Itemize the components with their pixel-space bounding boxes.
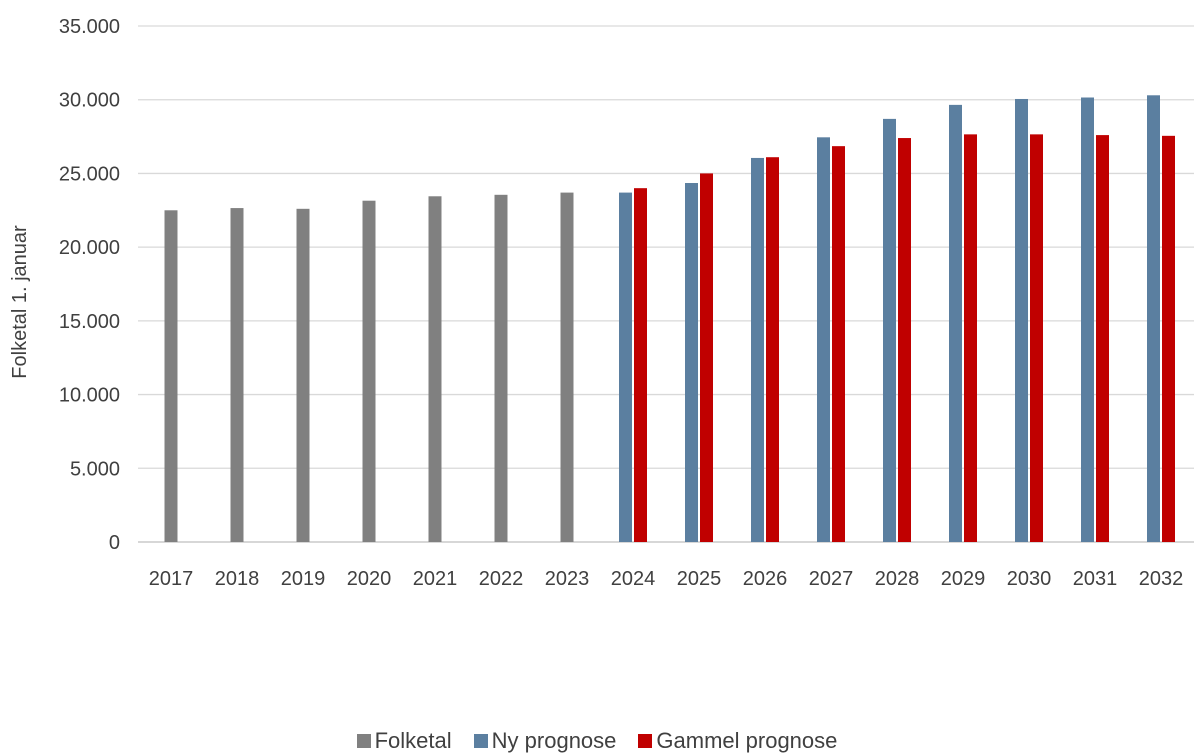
legend-swatch: [638, 734, 653, 748]
x-tick-label: 2030: [1007, 568, 1052, 590]
bar-folketal: [428, 196, 442, 542]
legend: Folketal Ny prognose Gammel prognose: [0, 728, 1194, 754]
bar-folketal: [494, 194, 508, 542]
x-tick-label: 2024: [611, 568, 656, 590]
x-tick-label: 2029: [941, 568, 986, 590]
legend-label: Folketal: [374, 728, 452, 753]
y-axis-title: Folketal 1. januar: [9, 225, 31, 379]
bar-gammel-prognose: [898, 138, 911, 542]
bar-gammel-prognose: [1030, 134, 1043, 543]
bars: [164, 95, 1175, 543]
y-tick-labels: 0 5.000 10.000 15.000 20.000 25.000 30.000 35.0…: [59, 16, 120, 554]
x-tick-label: 2027: [809, 568, 854, 590]
x-tick-label: 2017: [149, 568, 194, 590]
legend-label: Ny prognose: [491, 728, 617, 753]
x-tick-label: 2025: [677, 568, 722, 590]
x-tick-label: 2028: [875, 568, 920, 590]
bar-gammel-prognose: [1162, 135, 1175, 542]
bar-ny-prognose: [685, 183, 698, 543]
bar-ny-prognose: [751, 157, 764, 542]
y-tick-label: 35.000: [59, 16, 120, 38]
bar-gammel-prognose: [766, 157, 779, 542]
legend-item: Folketal: [356, 728, 452, 754]
bar-ny-prognose: [817, 137, 830, 542]
x-tick-label: 2020: [347, 568, 392, 590]
bar-gammel-prognose: [700, 173, 713, 542]
y-tick-label: 15.000: [59, 311, 120, 333]
y-tick-label: 30.000: [59, 90, 120, 112]
bar-ny-prognose: [883, 118, 896, 542]
bar-ny-prognose: [1147, 95, 1160, 542]
legend-swatch: [356, 734, 371, 748]
x-tick-label: 2019: [281, 568, 326, 590]
y-tick-label: 0: [109, 532, 120, 554]
bar-gammel-prognose: [832, 146, 845, 542]
bar-ny-prognose: [1081, 97, 1094, 542]
x-tick-label: 2026: [743, 568, 788, 590]
bar-gammel-prognose: [964, 134, 977, 543]
x-tick-label: 2021: [413, 568, 458, 590]
bar-ny-prognose: [1015, 98, 1028, 542]
legend-swatch: [473, 734, 488, 748]
y-tick-label: 20.000: [59, 237, 120, 259]
x-tick-label: 2018: [215, 568, 260, 590]
x-tick-label: 2031: [1073, 568, 1118, 590]
bar-gammel-prognose: [634, 188, 647, 542]
bar-folketal: [362, 200, 376, 542]
legend-item: Gammel prognose: [638, 728, 837, 754]
bar-ny-prognose: [619, 192, 632, 542]
bar-folketal: [296, 208, 310, 542]
y-tick-label: 25.000: [59, 163, 120, 185]
x-tick-label: 2032: [1139, 568, 1184, 590]
x-tick-label: 2022: [479, 568, 524, 590]
bar-chart: 0 5.000 10.000 15.000 20.000 25.000 30.000 35.0…: [9, 16, 1194, 590]
bar-folketal: [230, 208, 244, 542]
bar-gammel-prognose: [1096, 135, 1109, 542]
bar-ny-prognose: [949, 104, 962, 543]
y-tick-label: 10.000: [59, 385, 120, 407]
legend-item: Ny prognose: [473, 728, 617, 754]
y-tick-label: 5.000: [70, 458, 120, 480]
gridlines: [138, 25, 1194, 543]
bar-folketal: [560, 192, 574, 542]
x-tick-label: 2023: [545, 568, 590, 590]
bar-folketal: [164, 210, 178, 543]
x-tick-labels: 2017 2018 2019 2020 2021 2022 2023 2024 2025 2026…: [149, 568, 1184, 590]
legend-label: Gammel prognose: [656, 728, 838, 753]
